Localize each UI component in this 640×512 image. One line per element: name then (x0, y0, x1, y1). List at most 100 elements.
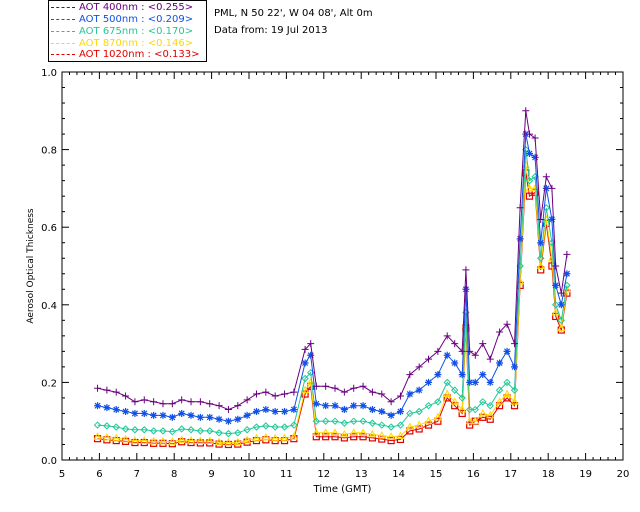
data-point-870 (387, 432, 396, 440)
x-tick-label: 16 (467, 469, 480, 480)
data-point-400 (94, 384, 102, 392)
data-point-675 (140, 426, 148, 434)
data-point-675 (465, 405, 474, 414)
data-point-500 (178, 409, 186, 417)
legend-swatch-675 (51, 30, 75, 32)
data-point-500 (122, 408, 130, 415)
data-point-400 (103, 386, 111, 394)
data-point-675 (262, 422, 270, 430)
data-point-870 (149, 436, 158, 445)
data-point-870 (486, 410, 495, 419)
data-point-870 (536, 261, 545, 269)
data-point-500 (215, 415, 223, 423)
data-point-500 (150, 411, 158, 419)
data-point-500 (406, 390, 414, 398)
legend-item-1020: AOT 1020nm : <0.133> (51, 49, 199, 61)
data-point-500 (542, 184, 550, 192)
data-point-500 (471, 378, 479, 386)
data-point-870 (396, 431, 405, 439)
data-point-870 (503, 389, 512, 398)
data-point-1020 (486, 415, 494, 423)
data-point-500 (350, 402, 358, 410)
data-point-675 (537, 254, 545, 262)
data-point-870 (510, 397, 519, 405)
data-point-400 (290, 388, 298, 396)
data-point-400 (312, 382, 320, 390)
data-point-870 (233, 437, 242, 446)
data-point-500 (312, 400, 320, 408)
data-point-675 (359, 417, 367, 425)
data-point-870 (93, 432, 102, 440)
data-point-870 (301, 385, 310, 394)
series-line-500 (97, 134, 568, 422)
x-tick-label: 13 (355, 469, 368, 480)
data-point-675 (479, 398, 487, 406)
data-point-500 (359, 402, 367, 410)
data-point-870 (562, 284, 571, 293)
data-point-675 (206, 427, 214, 435)
data-point-1020 (415, 425, 423, 433)
data-point-1020 (396, 435, 405, 444)
data-point-500 (112, 406, 120, 414)
data-point-675 (450, 386, 459, 394)
data-point-870 (158, 436, 168, 445)
data-point-870 (215, 437, 224, 446)
data-point-675 (331, 417, 339, 425)
data-point-400 (112, 388, 120, 396)
data-point-870 (280, 433, 289, 442)
data-point-400 (131, 398, 139, 406)
data-point-400 (187, 398, 195, 406)
data-point-500 (140, 409, 148, 417)
data-point-870 (349, 428, 358, 436)
y-axis-label: Aerosol Optical Thickness (26, 208, 36, 324)
data-point-675 (196, 427, 205, 435)
data-point-400 (168, 400, 176, 408)
data-point-500 (531, 153, 539, 161)
data-point-675 (503, 378, 511, 387)
data-point-500 (425, 378, 433, 386)
legend: AOT 400nm : <0.255> AOT 500nm : <0.209> … (48, 0, 207, 62)
data-point-500 (548, 215, 556, 223)
data-point-870 (450, 397, 459, 405)
data-point-500 (331, 402, 339, 410)
data-point-500 (434, 371, 442, 379)
data-point-675 (234, 429, 242, 437)
data-point-500 (443, 351, 451, 359)
data-point-400 (537, 215, 545, 223)
data-point-400 (252, 390, 260, 398)
data-point-400 (243, 396, 251, 404)
data-point-870 (168, 437, 177, 445)
data-point-1020 (312, 433, 320, 441)
x-tick-label: 11 (280, 469, 293, 480)
data-point-500 (301, 359, 309, 367)
data-point-870 (252, 433, 261, 442)
data-point-675 (495, 386, 504, 394)
data-point-400 (206, 400, 214, 408)
legend-item-500: AOT 500nm : <0.209> (51, 14, 193, 26)
x-tick-label: 14 (392, 469, 405, 480)
data-point-675 (396, 421, 405, 429)
data-point-500 (103, 404, 111, 412)
data-point-400 (563, 250, 571, 258)
data-point-675 (252, 423, 261, 431)
data-point-675 (350, 417, 358, 425)
data-point-400 (511, 340, 519, 348)
legend-label-1020: AOT 1020nm : <0.133> (79, 49, 200, 60)
data-point-400 (552, 262, 560, 270)
data-point-870 (177, 435, 186, 443)
legend-swatch-400 (51, 6, 75, 8)
data-point-675 (415, 407, 423, 416)
data-point-500 (159, 411, 167, 419)
data-point-400 (196, 398, 204, 406)
data-point-500 (516, 235, 524, 243)
data-point-500 (479, 371, 487, 379)
data-point-500 (262, 406, 270, 414)
data-point-500 (196, 413, 204, 421)
data-point-500 (252, 408, 260, 415)
data-point-1020 (406, 427, 414, 435)
data-point-400 (368, 388, 376, 396)
x-tick-label: 9 (208, 469, 214, 480)
data-point-870 (458, 404, 467, 413)
data-point-500 (94, 402, 102, 410)
